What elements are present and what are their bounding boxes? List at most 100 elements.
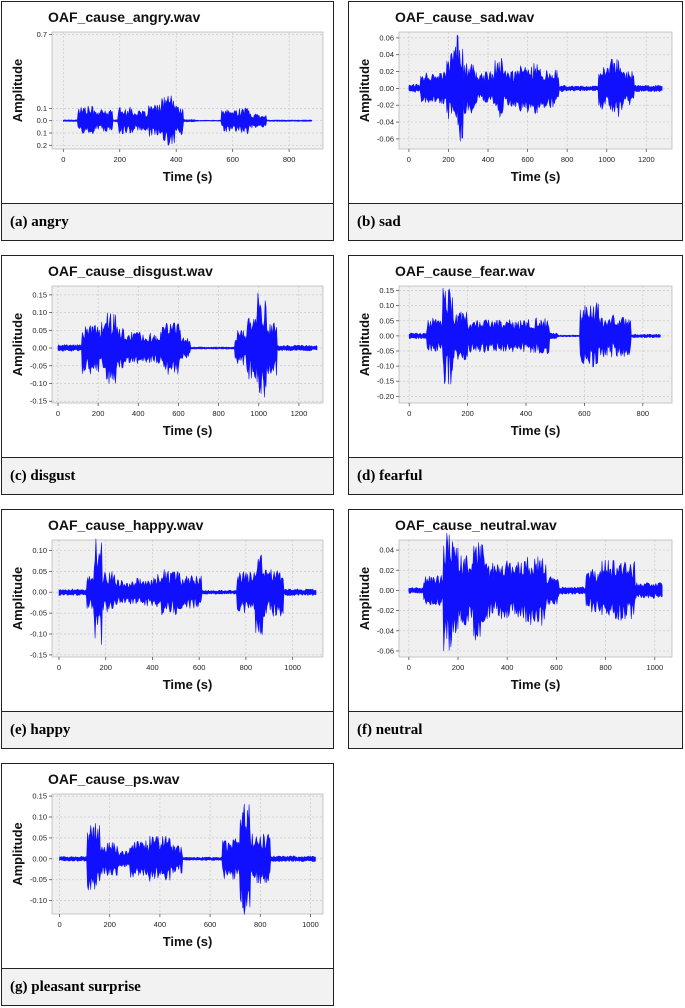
chart-title-disgust: OAF_cause_disgust.wav [48,263,213,279]
y-tick-label: 0.05 [32,833,47,842]
y-tick-label: -0.05 [30,875,47,884]
y-axis-label: Amplitude [10,313,25,377]
chart-disgust: OAF_cause_disgust.wav 0 200 400 600 800 1000 12… [2,256,333,457]
caption-happy: (e) happy [2,711,333,748]
x-axis-label: Time (s) [163,423,213,438]
y-axis-label: Amplitude [10,59,25,123]
x-tick-label: 200 [113,155,126,164]
caption-angry: (a) angry [2,203,333,240]
panel-sad: OAF_cause_sad.wav 0 200 400 600 800 1000 1200 0.… [348,1,683,241]
y-tick-label: -0.10 [377,362,394,371]
x-tick-label: 800 [561,155,574,164]
x-tick-label: 400 [154,920,167,929]
y-tick-label: 0.06 [379,33,394,42]
y-tick-label: -0.05 [377,347,394,356]
chart-sad: OAF_cause_sad.wav 0 200 400 600 800 1000 1200 0.… [349,2,682,203]
y-tick-label: 0.04 [379,546,394,555]
x-tick-label: 1200 [638,155,655,164]
x-tick-label: 0 [407,409,411,418]
x-tick-label: 800 [240,663,253,672]
x-tick-label: 200 [452,663,465,672]
y-tick-label: -0.15 [30,650,47,659]
y-tick-label: 0.00 [32,854,47,863]
x-tick-label: 0 [407,155,411,164]
y-tick-label: -0.06 [377,134,394,143]
x-axis-label: Time (s) [511,169,561,184]
x-tick-label: 0 [61,155,65,164]
x-axis-label: Time (s) [163,934,213,949]
x-tick-label: 400 [501,663,514,672]
panel-fear: OAF_cause_fear.wav 0 200 400 600 800 0.15 0.10 0… [348,255,683,495]
x-tick-label: 0 [56,409,60,418]
caption-sad: (b) sad [349,203,682,240]
caption-ps: (g) pleasant surprise [2,968,333,1005]
y-tick-label: 0.15 [32,290,47,299]
x-tick-label: 600 [550,663,563,672]
waveform-series [408,287,661,385]
panel-angry: OAF_cause_angry.wav 0 200 400 600 800 0.7 0.1 0.… [1,1,334,241]
panel-neutral: OAF_cause_neutral.wav 0 200 400 600 800 1000 0.… [348,509,683,749]
chart-title-fear: OAF_cause_fear.wav [395,263,535,279]
x-tick-label: 800 [599,663,612,672]
y-tick-label: -0.05 [30,609,47,618]
chart-title-angry: OAF_cause_angry.wav [48,9,200,25]
y-tick-label: 0.04 [379,50,394,59]
plot-background [51,31,324,150]
x-tick-label: 200 [99,663,112,672]
y-axis-label: Amplitude [10,567,25,631]
y-tick-label: 0.00 [379,84,394,93]
y-tick-label: 0.02 [379,566,394,575]
waveform-series [63,95,312,146]
x-tick-label: 400 [132,409,145,418]
y-tick-label: 0.00 [32,344,47,353]
x-tick-label: 600 [521,155,534,164]
y-tick-label: 0.7 [37,30,47,39]
y-tick-label: 0.1 [37,104,47,113]
chart-svg-ps: OAF_cause_ps.wav 0 200 400 600 800 1000 0.15 0.1… [10,771,324,949]
x-tick-label: 600 [226,155,239,164]
y-tick-label: 0.0 [37,116,47,125]
chart-angry: OAF_cause_angry.wav 0 200 400 600 800 0.7 0.1 0.… [2,2,333,203]
y-tick-label: 0.02 [379,67,394,76]
chart-svg-neutral: OAF_cause_neutral.wav 0 200 400 600 800 1000 0.… [357,517,673,692]
y-tick-label: -0.10 [30,896,47,905]
x-tick-label: 600 [172,409,185,418]
y-tick-label: 0.00 [32,588,47,597]
y-tick-label: 0.10 [32,308,47,317]
x-tick-label: 800 [212,409,225,418]
y-tick-label: 0.10 [32,812,47,821]
chart-title-neutral: OAF_cause_neutral.wav [395,517,557,533]
y-tick-label: -0.06 [377,646,394,655]
y-tick-label: -0.04 [377,626,394,635]
y-tick-label: 0.05 [32,326,47,335]
waveform-series [58,538,317,645]
y-tick-label: -0.02 [377,606,394,615]
x-tick-label: 200 [442,155,455,164]
y-tick-label: -0.04 [377,118,394,127]
y-tick-label: -0.02 [377,101,394,110]
x-axis-label: Time (s) [511,423,561,438]
y-axis-label: Amplitude [10,822,25,886]
chart-neutral: OAF_cause_neutral.wav 0 200 400 600 800 1000 0.… [349,510,682,711]
x-tick-label: 1000 [598,155,615,164]
y-tick-label: 0.1 [37,128,47,137]
y-tick-label: 0.10 [379,301,394,310]
y-tick-label: -0.20 [377,392,394,401]
y-tick-label: -0.10 [30,630,47,639]
waveform-series [408,34,663,142]
x-tick-label: 1200 [291,409,308,418]
chart-ps: OAF_cause_ps.wav 0 200 400 600 800 1000 0.15 0.1… [2,764,333,968]
x-tick-label: 800 [254,920,267,929]
x-tick-label: 400 [520,409,533,418]
chart-svg-fear: OAF_cause_fear.wav 0 200 400 600 800 0.15 0.10 0… [357,263,673,438]
y-tick-label: 0.2 [37,141,47,150]
x-tick-label: 200 [461,409,474,418]
chart-title-happy: OAF_cause_happy.wav [48,517,204,533]
x-tick-label: 400 [170,155,183,164]
chart-svg-happy: OAF_cause_happy.wav 0 200 400 600 800 1000 0.10… [10,517,324,692]
x-tick-label: 800 [637,409,650,418]
x-axis-label: Time (s) [163,169,213,184]
x-tick-label: 200 [103,920,116,929]
chart-happy: OAF_cause_happy.wav 0 200 400 600 800 1000 0.10… [2,510,333,711]
y-tick-label: 0.05 [32,567,47,576]
